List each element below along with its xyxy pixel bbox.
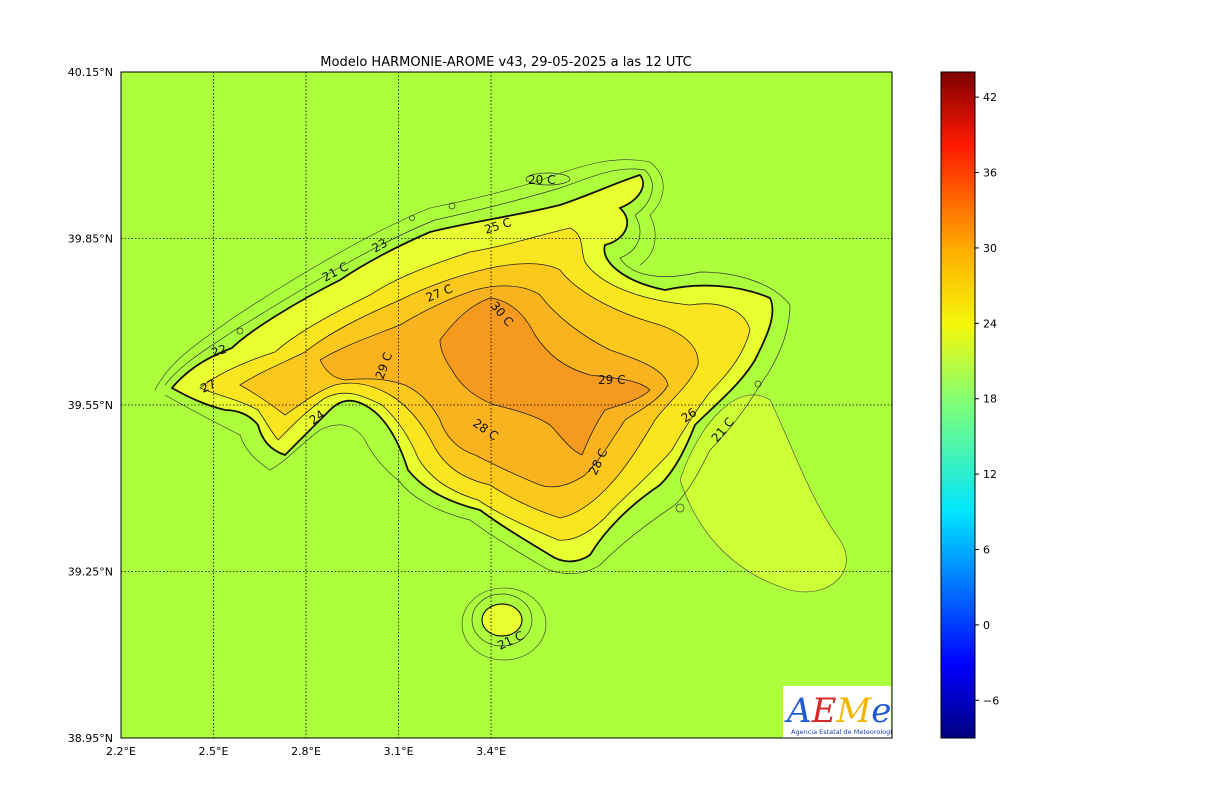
aemet-logo: AEMet Agencia Estatal de Meteorología [783, 686, 905, 738]
sea-warm-plume [679, 394, 847, 593]
contour-label: 22 [210, 342, 229, 360]
longitude-tick-label: 2.8°E [291, 745, 321, 758]
longitude-tick-label: 2.5°E [199, 745, 229, 758]
logo-subtitle: Agencia Estatal de Meteorología [791, 728, 896, 736]
logo-text: AEMet [784, 691, 905, 731]
map-title: Modelo HARMONIE-AROME v43, 29-05-2025 a … [320, 55, 691, 70]
colorbar-tick-label: 6 [983, 544, 990, 557]
longitude-tick-label: 2.2°E [106, 745, 136, 758]
contour-label: 23 [370, 236, 390, 256]
contour-label: 27 [198, 377, 218, 396]
latitude-tick-label: 39.55°N [68, 399, 113, 412]
latitude-tick-label: 38.95°N [68, 732, 113, 745]
colorbar-tick-label: 18 [983, 393, 997, 406]
contour-label: 20 C [528, 173, 555, 187]
map-grid [121, 72, 892, 738]
latitude-tick-label: 39.85°N [68, 233, 113, 246]
colorbar-tick-label: 36 [983, 167, 997, 180]
latitude-tick-label: 40.15°N [68, 66, 113, 79]
colorbar-tick-label: 42 [983, 91, 997, 104]
colorbar-tick-label: 0 [983, 619, 990, 632]
plot-frame [120, 71, 893, 739]
longitude-labels: 2.2°E 2.5°E 2.8°E 3.1°E 3.4°E [106, 745, 506, 758]
colorbar-tick-label: 24 [983, 317, 997, 330]
latitude-tick-label: 39.25°N [68, 566, 113, 579]
colorbar-gradient [940, 71, 976, 739]
island-core-30 [439, 297, 651, 456]
cabrera-island [481, 603, 523, 637]
colorbar-tick-label: 12 [983, 468, 997, 481]
latitude-labels: 40.15°N 39.85°N 39.55°N 39.25°N 38.95°N [68, 66, 113, 745]
longitude-tick-label: 3.1°E [384, 745, 414, 758]
colorbar-tick-label: −6 [983, 694, 999, 707]
colorbar: 42 36 30 24 18 12 6 0 −6 [940, 71, 999, 739]
temperature-field: 20 C 25 C 21 C 23 27 C 30 C 22 29 C 27 2… [121, 72, 905, 738]
colorbar-tick-label: 30 [983, 242, 997, 255]
contour-label: 29 C [598, 373, 625, 387]
longitude-tick-label: 3.4°E [476, 745, 506, 758]
